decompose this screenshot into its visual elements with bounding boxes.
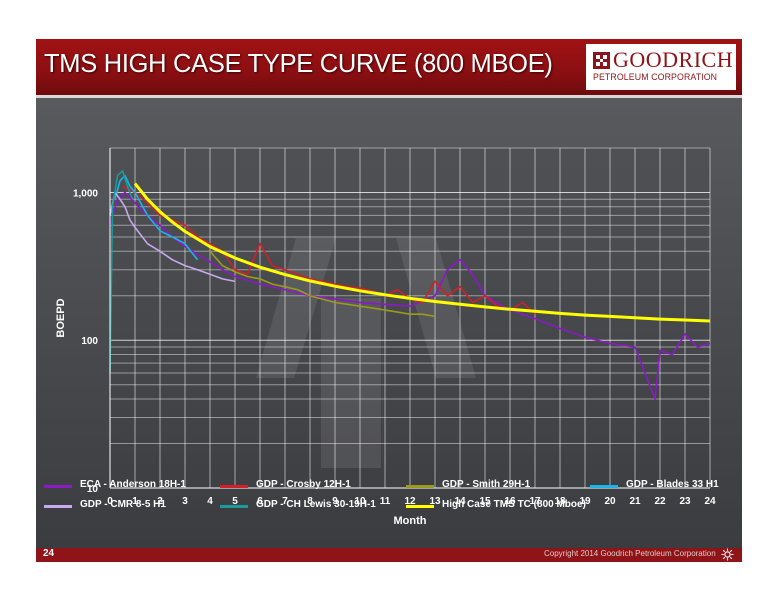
x-tick-label: 8 (307, 496, 313, 507)
legend-swatch (220, 505, 248, 508)
x-tick-label: 3 (182, 496, 188, 507)
legend-swatch (590, 485, 618, 488)
x-tick-label: 11 (380, 496, 391, 507)
x-tick-label: 22 (654, 496, 666, 507)
legend-swatch (44, 485, 72, 488)
series-line-7 (133, 182, 711, 323)
logo-subtitle: PETROLEUM CORPORATION (593, 72, 718, 82)
y-tick-label: 10 (87, 484, 99, 495)
series-line-6 (109, 170, 134, 374)
legend-label: GDP - Crosby 12H-1 (256, 479, 351, 490)
x-tick-label: 13 (429, 496, 441, 507)
legend-swatch (44, 505, 72, 508)
x-tick-label: 16 (504, 496, 516, 507)
logo-name: GOODRICH (613, 47, 734, 72)
slide-title: TMS HIGH CASE TYPE CURVE (800 MBOE) (44, 50, 553, 78)
x-tick-label: 17 (529, 496, 541, 507)
decline-curve-chart: 0 1 2 3 4 5 6 7 8 9 10 11 12 13 14 15 16 17 18 19 20 21 22 23 24… (55, 147, 716, 527)
x-tick-label: 23 (679, 496, 691, 507)
legend-label: GDP - Smith 29H-1 (442, 479, 531, 490)
x-tick-label: 10 (354, 496, 366, 507)
legend-swatch (406, 485, 434, 488)
x-tick-label: 7 (282, 496, 288, 507)
plot-panel: 0 1 2 3 4 5 6 7 8 9 10 11 12 13 14 15 16 17 18 19 20 21 22 23 24… (36, 98, 742, 548)
x-tick-label: 9 (332, 496, 338, 507)
series-line-2 (122, 185, 536, 315)
series-line-4 (114, 174, 199, 261)
y-tick-label: 1,000 (73, 188, 98, 199)
x-tick-label: 2 (157, 496, 163, 507)
x-tick-label: 4 (207, 496, 213, 507)
y-axis-title: BOEPD (55, 298, 67, 337)
logo-mark-icon (593, 52, 610, 69)
x-axis-title: Month (394, 515, 427, 527)
x-tick-label: 24 (704, 496, 716, 507)
x-tick-label: 19 (579, 496, 591, 507)
legend-label: GDP - CMR 8-5 H1 (80, 499, 166, 510)
legend-label: GDP - Blades 33 H1 (626, 479, 719, 490)
x-tick-label: 12 (404, 496, 416, 507)
series-line-5 (109, 191, 236, 283)
company-logo: GOODRICH PETROLEUM CORPORATION (586, 44, 736, 90)
slide: TMS HIGH CASE TYPE CURVE (800 MBOE) GOOD… (36, 39, 742, 562)
footer-bar: 24 Copyright 2014 Goodrich Petroleum Cor… (36, 548, 742, 562)
x-tick-label: 5 (232, 496, 238, 507)
title-bar: TMS HIGH CASE TYPE CURVE (800 MBOE) GOOD… (36, 39, 742, 98)
legend-swatch (406, 505, 434, 508)
x-tick-label: 1 (132, 496, 138, 507)
series-line-1 (109, 191, 711, 400)
legend-label: ECA - Anderson 18H-1 (80, 479, 186, 490)
x-tick-label: 20 (604, 496, 616, 507)
x-tick-label: 0 (107, 496, 113, 507)
sun-emblem-icon (721, 548, 734, 561)
x-tick-label: 21 (629, 496, 641, 507)
y-tick-label: 100 (81, 336, 98, 347)
x-tick-label: 6 (257, 496, 263, 507)
legend-label: High Case TMS TC (800 Mboe) (442, 499, 586, 510)
copyright-text: Copyright 2014 Goodrich Petroleum Corpor… (544, 549, 716, 558)
watermark-emblem-icon (256, 238, 476, 468)
x-tick-label: 15 (479, 496, 491, 507)
series-line-3 (209, 250, 436, 318)
page-number: 24 (43, 548, 55, 559)
legend-label: GDP - CH Lewis 30-19H-1 (256, 499, 376, 510)
x-tick-label: 18 (554, 496, 566, 507)
legend-swatch (220, 485, 248, 488)
x-tick-label: 14 (454, 496, 466, 507)
